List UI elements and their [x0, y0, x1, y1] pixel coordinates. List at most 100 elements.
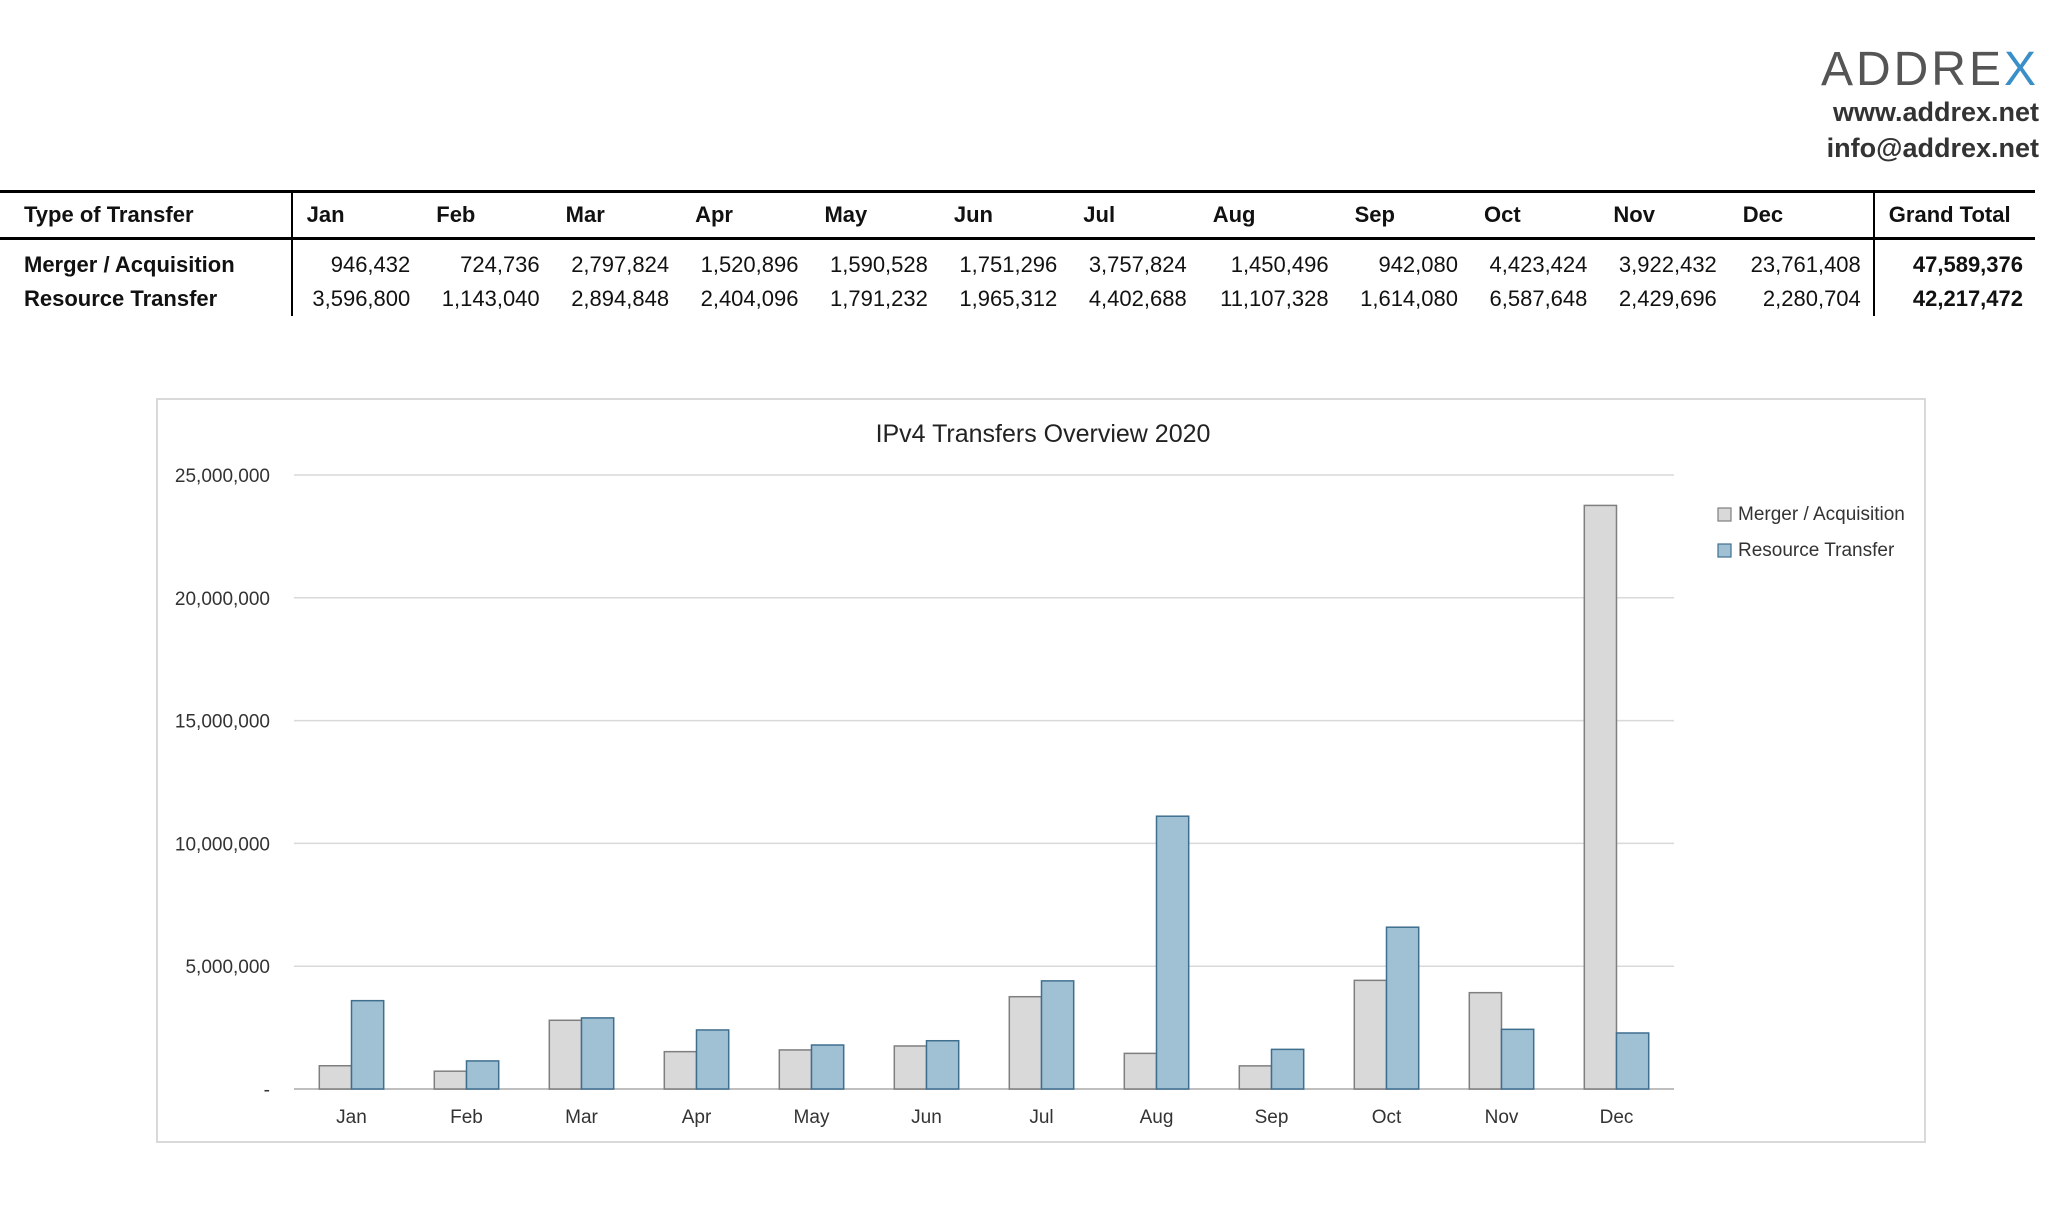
- x-tick-label: Nov: [1485, 1107, 1519, 1128]
- legend-label: Resource Transfer: [1738, 540, 1895, 561]
- table-cell: 3,596,800: [312, 286, 411, 311]
- table-cell: 2,797,824: [571, 252, 670, 277]
- header-month: Jun: [939, 190, 1070, 240]
- bars: [318, 504, 1650, 1090]
- bar-merger-acquisition: [1008, 995, 1043, 1090]
- bar-merger-acquisition: [778, 1049, 813, 1090]
- header-month: Mar: [551, 190, 682, 240]
- transfer-summary-table: Type of Transfer Jan Feb Mar Apr May Jun…: [0, 190, 2035, 316]
- bar-merger-acquisition: [1353, 979, 1388, 1090]
- header-month: May: [810, 190, 940, 240]
- table-header-row: Type of Transfer Jan Feb Mar Apr May Jun…: [0, 190, 2035, 240]
- gridlines: [294, 474, 1674, 1090]
- addrex-logo: ADDREX www.addrex.net info@addrex.net: [1821, 46, 2039, 166]
- header-month: Jul: [1069, 190, 1199, 240]
- row-label: Merger / Acquisition: [0, 238, 293, 282]
- x-tick-label: Jul: [1029, 1107, 1053, 1128]
- bar-merger-acquisition: [893, 1045, 928, 1090]
- table-cell: 2,894,848: [571, 286, 670, 311]
- bar-resource-transfer: [580, 1017, 615, 1090]
- table-cell: 4,402,688: [1088, 286, 1187, 311]
- x-tick-label: Jan: [336, 1107, 367, 1128]
- x-tick-label: May: [794, 1107, 830, 1128]
- y-tick-label: 10,000,000: [175, 834, 270, 855]
- x-tick-label: Mar: [565, 1107, 598, 1128]
- x-tick-label: Jun: [911, 1107, 942, 1128]
- bar-resource-transfer: [1500, 1028, 1535, 1090]
- bar-resource-transfer: [350, 999, 385, 1090]
- legend-swatch: [1717, 507, 1732, 522]
- header-type-of-transfer: Type of Transfer: [0, 190, 293, 240]
- bar-resource-transfer: [1155, 815, 1190, 1090]
- table-cell: 1,450,496: [1230, 252, 1329, 277]
- bar-merger-acquisition: [1238, 1065, 1273, 1090]
- header-month: Sep: [1340, 190, 1470, 240]
- table-cell: 1,965,312: [959, 286, 1058, 311]
- table-cell: 23,761,408: [1750, 252, 1861, 277]
- y-tick-label: 5,000,000: [185, 957, 270, 978]
- header-grand-total: Grand Total: [1872, 190, 2035, 240]
- chart-title: IPv4 Transfers Overview 2020: [876, 420, 1211, 448]
- y-tick-label: 20,000,000: [175, 589, 270, 610]
- chart-container: IPv4 Transfers Overview 2020 - 5,000,000 1…: [156, 398, 1926, 1143]
- bar-merger-acquisition: [318, 1065, 353, 1090]
- table-cell: 946,432: [330, 252, 411, 277]
- table-cell: 3,757,824: [1088, 252, 1187, 277]
- email-text: info@addrex.net: [1826, 133, 2039, 163]
- table-cell: 2,280,704: [1762, 286, 1861, 311]
- x-tick-label: Aug: [1140, 1107, 1174, 1128]
- bar-merger-acquisition: [663, 1050, 698, 1090]
- header-month: Dec: [1728, 190, 1874, 240]
- table-row-merger-acquisition: Merger / Acquisition 946,432 724,736 2,7…: [0, 238, 2035, 282]
- bar-merger-acquisition: [1123, 1052, 1158, 1090]
- table-cell: 3,922,432: [1618, 252, 1717, 277]
- table-cell: 1,143,040: [441, 286, 540, 311]
- header-month: Aug: [1198, 190, 1341, 240]
- table-cell: 2,404,096: [700, 286, 799, 311]
- table-cell: 11,107,328: [1220, 286, 1329, 311]
- table-row-resource-transfer: Resource Transfer 3,596,800 1,143,040 2,…: [0, 282, 2035, 316]
- bar-resource-transfer: [695, 1029, 730, 1090]
- legend-swatch: [1717, 543, 1732, 558]
- y-tick-label: 15,000,000: [175, 712, 270, 733]
- bar-resource-transfer: [1385, 926, 1420, 1090]
- bar-resource-transfer: [465, 1060, 500, 1090]
- x-tick-label: Oct: [1372, 1107, 1402, 1128]
- x-axis-ticks: Jan Feb Mar Apr May Jun Jul Aug Sep Oct Nov Dec: [336, 1107, 1633, 1128]
- bar-resource-transfer: [810, 1044, 845, 1090]
- x-tick-label: Sep: [1255, 1107, 1289, 1128]
- bar-resource-transfer: [1615, 1032, 1650, 1090]
- legend-label: Merger / Acquisition: [1738, 504, 1905, 525]
- bar-merger-acquisition: [433, 1070, 468, 1090]
- header-month: Apr: [681, 190, 811, 240]
- x-tick-label: Dec: [1600, 1107, 1634, 1128]
- legend: Merger / Acquisition Resource Transfer: [1717, 504, 1905, 561]
- x-tick-label: Apr: [682, 1107, 712, 1128]
- table-cell: 1,520,896: [700, 252, 799, 277]
- table-cell: 1,791,232: [830, 286, 928, 311]
- table-cell: 4,423,424: [1489, 252, 1588, 277]
- header-month: Nov: [1599, 190, 1729, 240]
- y-axis-ticks: - 5,000,000 10,000,000 15,000,000 20,000,000…: [175, 466, 270, 1101]
- header-month: Oct: [1469, 190, 1600, 240]
- bar-chart: IPv4 Transfers Overview 2020 - 5,000,000 1…: [175, 420, 1905, 1128]
- row-grand-total: 47,589,376: [1872, 238, 2035, 282]
- logo-text: ADDRE: [1820, 43, 2004, 96]
- x-tick-label: Feb: [450, 1107, 483, 1128]
- table-cell: 6,587,648: [1489, 286, 1588, 311]
- table-cell: 724,736: [460, 252, 540, 277]
- header-month: Feb: [422, 190, 552, 240]
- logo-accent-letter: X: [2003, 43, 2039, 96]
- row-grand-total: 42,217,472: [1872, 282, 2035, 316]
- table-cell: 1,751,296: [959, 252, 1058, 277]
- table-cell: 1,590,528: [830, 252, 928, 277]
- header-month: Jan: [291, 190, 423, 240]
- bar-resource-transfer: [1040, 980, 1075, 1090]
- y-tick-label: -: [264, 1080, 270, 1101]
- table-cell: 1,614,080: [1360, 286, 1458, 311]
- bar-merger-acquisition: [1468, 991, 1503, 1090]
- row-label: Resource Transfer: [0, 282, 293, 316]
- y-tick-label: 25,000,000: [175, 466, 270, 487]
- bar-resource-transfer: [925, 1039, 960, 1090]
- bar-merger-acquisition: [1583, 504, 1618, 1090]
